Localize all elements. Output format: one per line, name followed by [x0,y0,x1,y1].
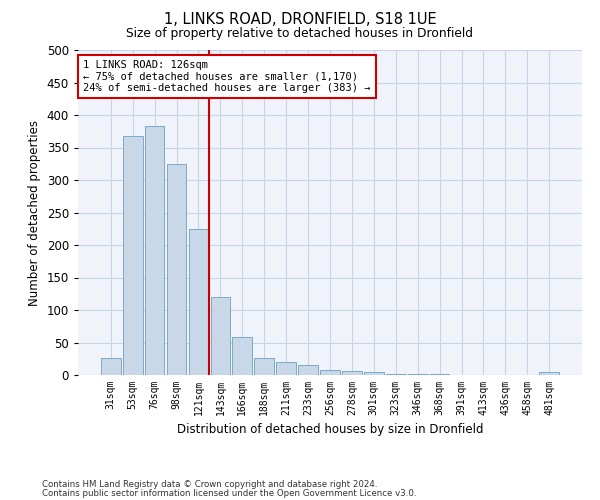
Text: 1 LINKS ROAD: 126sqm
← 75% of detached houses are smaller (1,170)
24% of semi-de: 1 LINKS ROAD: 126sqm ← 75% of detached h… [83,60,371,93]
Text: Size of property relative to detached houses in Dronfield: Size of property relative to detached ho… [127,28,473,40]
Y-axis label: Number of detached properties: Number of detached properties [28,120,41,306]
Text: 1, LINKS ROAD, DRONFIELD, S18 1UE: 1, LINKS ROAD, DRONFIELD, S18 1UE [164,12,436,28]
Bar [188,229,208,375]
Bar [430,374,449,375]
Bar [254,358,274,375]
Bar [101,358,121,375]
Bar [408,374,428,375]
Bar [320,370,340,375]
Bar [539,372,559,375]
Bar [276,362,296,375]
Bar [211,297,230,375]
Bar [364,372,384,375]
X-axis label: Distribution of detached houses by size in Dronfield: Distribution of detached houses by size … [177,424,483,436]
Bar [232,338,252,375]
Text: Contains HM Land Registry data © Crown copyright and database right 2024.: Contains HM Land Registry data © Crown c… [42,480,377,489]
Text: Contains public sector information licensed under the Open Government Licence v3: Contains public sector information licen… [42,490,416,498]
Bar [123,136,143,375]
Bar [167,164,187,375]
Bar [145,126,164,375]
Bar [386,374,406,375]
Bar [298,364,318,375]
Bar [342,371,362,375]
